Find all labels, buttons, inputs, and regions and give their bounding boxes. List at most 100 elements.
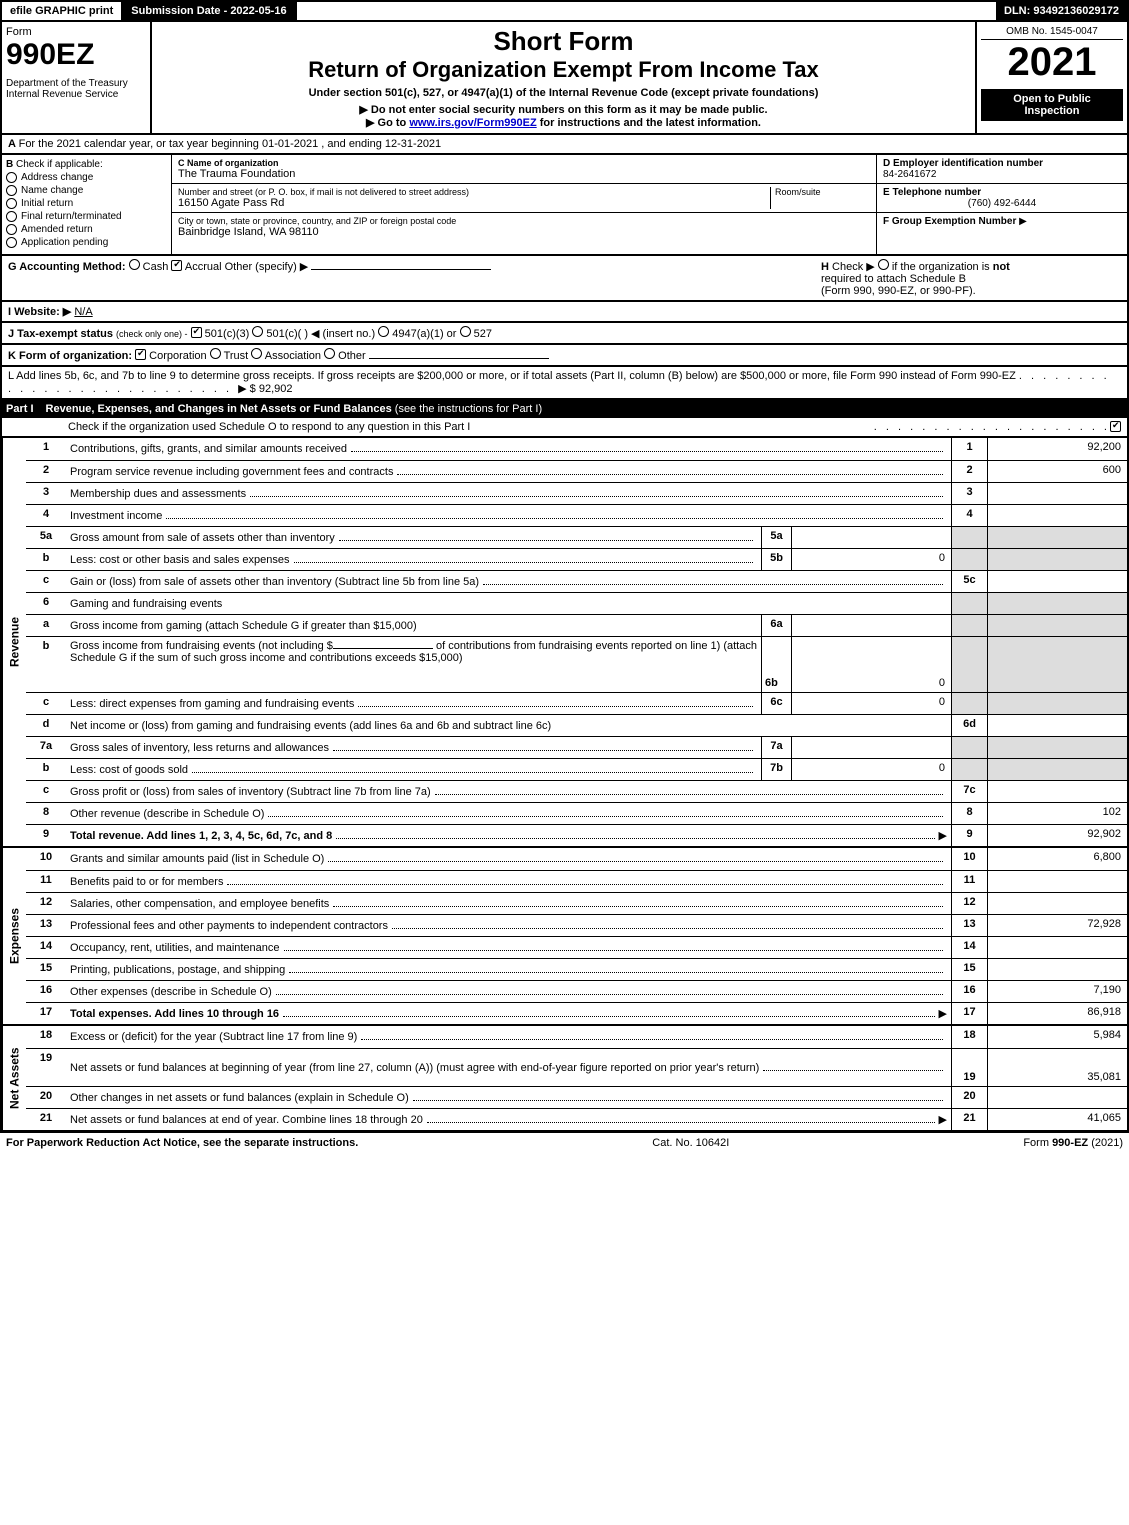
l-amount: $ 92,902 <box>250 383 293 395</box>
chk-501c[interactable] <box>252 326 263 337</box>
efile-print[interactable]: efile GRAPHIC print <box>2 2 123 20</box>
note-ssn: Do not enter social security numbers on … <box>156 103 971 116</box>
dept-irs: Internal Revenue Service <box>6 89 146 100</box>
form-number: 990EZ <box>6 38 146 72</box>
line-subval <box>791 527 951 548</box>
chk-lbl: Name change <box>21 185 83 196</box>
expenses-label: Expenses <box>2 848 26 1024</box>
j-lbl: J Tax-exempt status <box>8 328 113 340</box>
line-val: 35,081 <box>987 1049 1127 1086</box>
line-val: 72,928 <box>987 915 1127 936</box>
line-val: 92,902 <box>987 825 1127 846</box>
revenue-section: Revenue 1Contributions, gifts, grants, a… <box>0 438 1129 848</box>
section-k: K Form of organization: Corporation Trus… <box>0 345 1129 367</box>
line-desc: Total expenses. Add lines 10 through 16 <box>70 1008 279 1020</box>
line-18: 18Excess or (deficit) for the year (Subt… <box>26 1026 1127 1048</box>
page-footer: For Paperwork Reduction Act Notice, see … <box>0 1132 1129 1153</box>
k-lbl: K Form of organization: <box>8 350 132 362</box>
dln: DLN: 93492136029172 <box>996 2 1127 20</box>
chk-lbl: Initial return <box>21 198 73 209</box>
line-desc: Total revenue. Add lines 1, 2, 3, 4, 5c,… <box>70 830 332 842</box>
chk-name-change[interactable]: Name change <box>6 185 167 196</box>
line-subval <box>791 737 951 758</box>
line-desc: Gross profit or (loss) from sales of inv… <box>70 786 431 798</box>
chk-application-pending[interactable]: Application pending <box>6 237 167 248</box>
g-cash: Cash <box>143 261 169 273</box>
chk-address-change[interactable]: Address change <box>6 172 167 183</box>
note-goto-post: for instructions and the latest informat… <box>537 117 761 129</box>
chk-trust[interactable] <box>210 348 221 359</box>
line-desc: Gain or (loss) from sale of assets other… <box>70 576 479 588</box>
line-desc: Printing, publications, postage, and shi… <box>70 964 285 976</box>
line-5b: bLess: cost or other basis and sales exp… <box>26 548 1127 570</box>
j-o1: 501(c)(3) <box>205 328 250 340</box>
line-val <box>987 715 1127 736</box>
netassets-section: Net Assets 18Excess or (deficit) for the… <box>0 1026 1129 1132</box>
line-desc: Professional fees and other payments to … <box>70 920 388 932</box>
line-1: 1Contributions, gifts, grants, and simil… <box>26 438 1127 460</box>
line-6d: dNet income or (loss) from gaming and fu… <box>26 714 1127 736</box>
line-val: 41,065 <box>987 1109 1127 1130</box>
chk-cash[interactable] <box>129 259 140 270</box>
chk-final-return[interactable]: Final return/terminated <box>6 211 167 222</box>
line-val: 5,984 <box>987 1026 1127 1048</box>
chk-527[interactable] <box>460 326 471 337</box>
h-check: Check ▶ <box>832 261 875 273</box>
header-left: Form 990EZ Department of the Treasury In… <box>2 22 152 133</box>
part1-check-note: Check if the organization used Schedule … <box>8 421 874 433</box>
part1-sub: (see the instructions for Part I) <box>395 403 542 415</box>
h-txt2: if the organization is <box>892 261 993 273</box>
line-subval: 0 <box>791 549 951 570</box>
line-13: 13Professional fees and other payments t… <box>26 914 1127 936</box>
city-lbl: City or town, state or province, country… <box>178 216 870 226</box>
submission-date: Submission Date - 2022-05-16 <box>123 2 296 20</box>
chk-accrual[interactable] <box>171 260 182 271</box>
line-desc: Net income or (loss) from gaming and fun… <box>70 720 551 732</box>
footer-catno: Cat. No. 10642I <box>652 1137 729 1149</box>
line-desc: Investment income <box>70 510 162 522</box>
irs-link[interactable]: www.irs.gov/Form990EZ <box>409 117 536 129</box>
line-desc: Program service revenue including govern… <box>70 466 393 478</box>
line-desc: Gaming and fundraising events <box>70 598 222 610</box>
line-val: 6,800 <box>987 848 1127 870</box>
line-subval: 0 <box>791 693 951 714</box>
line-desc: Contributions, gifts, grants, and simila… <box>70 443 347 455</box>
section-e: E Telephone number (760) 492-6444 <box>877 184 1127 213</box>
top-bar: efile GRAPHIC print Submission Date - 20… <box>0 0 1129 22</box>
section-def: D Employer identification number 84-2641… <box>877 155 1127 254</box>
section-gh: G Accounting Method: Cash Accrual Other … <box>0 256 1129 302</box>
line-subval <box>791 615 951 636</box>
footer-left: For Paperwork Reduction Act Notice, see … <box>6 1137 358 1149</box>
section-d: D Employer identification number 84-2641… <box>877 155 1127 184</box>
chk-other-org[interactable] <box>324 348 335 359</box>
section-f: F Group Exemption Number ▶ <box>877 213 1127 230</box>
section-b: B Check if applicable: Address change Na… <box>2 155 172 254</box>
line-subval: 0 <box>791 637 951 692</box>
telephone: (760) 492-6444 <box>883 198 1121 209</box>
line-desc: Other changes in net assets or fund bala… <box>70 1092 409 1104</box>
addr-lbl: Number and street (or P. O. box, if mail… <box>178 187 770 197</box>
line-desc: Net assets or fund balances at beginning… <box>70 1062 759 1074</box>
line-9: 9Total revenue. Add lines 1, 2, 3, 4, 5c… <box>26 824 1127 846</box>
chk-corp[interactable] <box>135 349 146 360</box>
b-label: Check if applicable: <box>16 159 103 170</box>
note-link-row: Go to www.irs.gov/Form990EZ for instruct… <box>156 116 971 129</box>
chk-lbl: Amended return <box>21 224 93 235</box>
line-val: 7,190 <box>987 981 1127 1002</box>
line-val: 86,918 <box>987 1003 1127 1024</box>
part1-check-row: Check if the organization used Schedule … <box>0 418 1129 438</box>
chk-schedule-o[interactable] <box>1110 421 1121 432</box>
chk-4947[interactable] <box>378 326 389 337</box>
line-desc: Excess or (deficit) for the year (Subtra… <box>70 1031 357 1043</box>
chk-sched-b[interactable] <box>878 259 889 270</box>
chk-lbl: Final return/terminated <box>21 211 122 222</box>
line-7b: bLess: cost of goods sold7b0 <box>26 758 1127 780</box>
chk-amended-return[interactable]: Amended return <box>6 224 167 235</box>
chk-initial-return[interactable]: Initial return <box>6 198 167 209</box>
chk-assoc[interactable] <box>251 348 262 359</box>
chk-501c3[interactable] <box>191 327 202 338</box>
k-corp: Corporation <box>149 350 206 362</box>
line-val <box>987 893 1127 914</box>
form-header: Form 990EZ Department of the Treasury In… <box>0 22 1129 135</box>
org-name-lbl: C Name of organization <box>178 158 870 168</box>
